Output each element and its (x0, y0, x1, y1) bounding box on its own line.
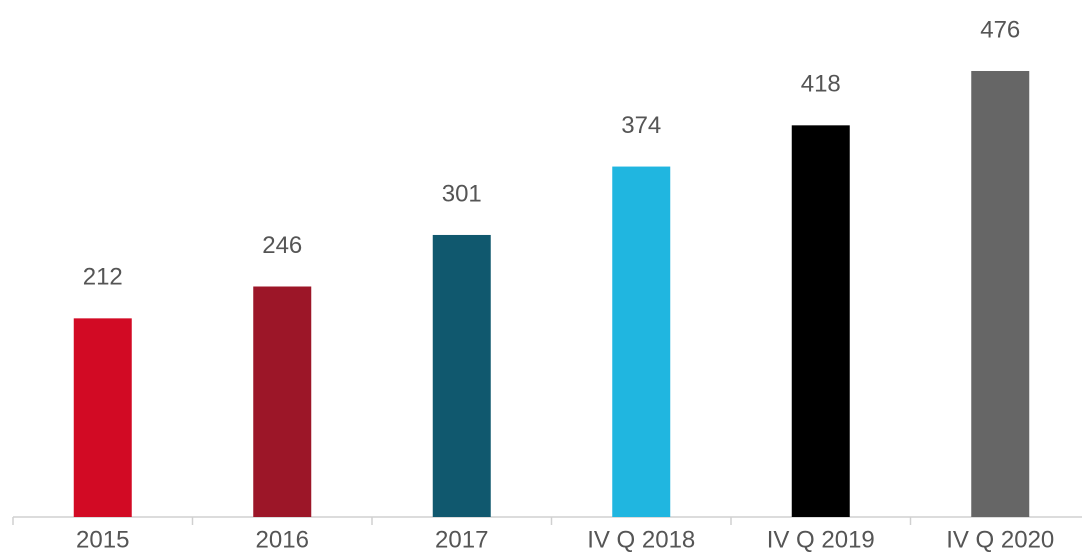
bar (432, 234, 491, 517)
data-label: 418 (801, 71, 841, 98)
data-label: 246 (262, 232, 302, 259)
bar (253, 286, 312, 517)
data-label: 374 (621, 112, 661, 139)
bar (73, 318, 132, 517)
data-label: 476 (980, 16, 1020, 43)
data-label: 212 (83, 264, 123, 291)
x-tick-label: 2017 (435, 526, 488, 553)
x-tick-label: 2016 (256, 526, 309, 553)
x-tick-label: IV Q 2018 (587, 526, 695, 553)
x-tick-label: IV Q 2020 (946, 526, 1054, 553)
x-tick-label: 2015 (76, 526, 129, 553)
bar (791, 125, 850, 518)
data-label: 301 (442, 180, 482, 207)
bar (971, 70, 1030, 517)
x-tick-label: IV Q 2019 (767, 526, 875, 553)
bar (612, 166, 671, 517)
